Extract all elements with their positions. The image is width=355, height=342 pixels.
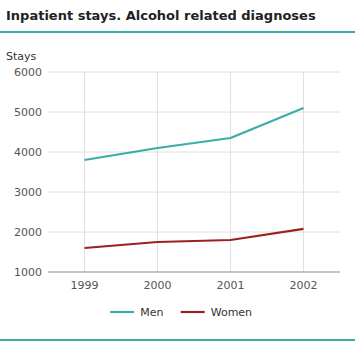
y-grid-line [48, 152, 340, 153]
y-grid-line [48, 192, 340, 193]
bottom-rule [0, 339, 355, 341]
x-axis-line [48, 272, 340, 273]
title-rule [0, 31, 355, 33]
y-tick-label: 2000 [14, 226, 42, 239]
x-grid-line [303, 72, 304, 272]
series-line [85, 108, 304, 160]
y-tick-label: 1000 [14, 266, 42, 279]
y-tick-label: 4000 [14, 146, 42, 159]
x-tick-label: 2001 [217, 279, 245, 292]
y-tick-label: 6000 [14, 66, 42, 79]
legend-label: Women [211, 306, 252, 319]
x-grid-line [84, 72, 85, 272]
legend-swatch [181, 311, 205, 313]
title: Inpatient stays. Alcohol related diagnos… [6, 8, 316, 23]
y-tick-label: 5000 [14, 106, 42, 119]
y-grid-line [48, 232, 340, 233]
grid [48, 72, 340, 272]
x-tick-label: 2000 [144, 279, 172, 292]
y-tick-label: 3000 [14, 186, 42, 199]
legend-label: Men [140, 306, 163, 319]
x-grid-line [230, 72, 231, 272]
y-grid-line [48, 72, 340, 73]
chart: Inpatient stays. Alcohol related diagnos… [0, 0, 355, 342]
y-grid-line [48, 272, 340, 273]
x-tick-label: 2002 [290, 279, 318, 292]
y-axis-label: Stays [6, 50, 37, 63]
legend: Men Women [110, 306, 252, 319]
lines [85, 108, 304, 248]
legend-swatch [110, 311, 134, 313]
series-line [85, 229, 304, 248]
x-tick-label: 1999 [71, 279, 99, 292]
